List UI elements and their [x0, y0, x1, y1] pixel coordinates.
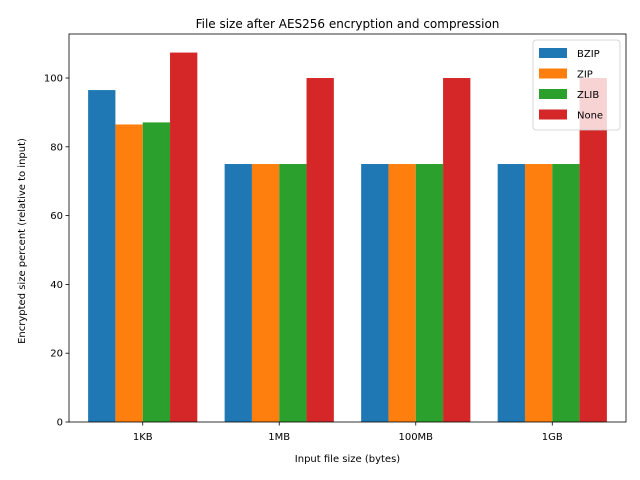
y-tick-label: 80 [50, 142, 63, 153]
axes-group: 0 20 40 60 80 100 1KB 1MB 100MB 1GB [44, 33, 627, 443]
x-axis-label: Input file size (bytes) [295, 454, 400, 465]
bar-none-1gb [579, 78, 607, 422]
bars-group [88, 52, 607, 423]
y-tick-label: 60 [50, 211, 63, 222]
bar-bzip-1gb [497, 164, 525, 422]
y-tick-label: 20 [50, 349, 63, 360]
legend-label-none: None [577, 111, 603, 122]
legend: BZIP ZIP ZLIB None [532, 39, 621, 131]
bar-bzip-100mb [361, 164, 389, 422]
y-tick-label: 40 [50, 280, 63, 291]
legend-swatch-none [539, 109, 567, 120]
bar-none-100mb [443, 78, 471, 422]
legend-box [532, 39, 621, 131]
bar-zlib-100mb [415, 164, 444, 422]
x-tick-label: 1GB [542, 432, 563, 443]
bar-zlib-1kb [142, 122, 171, 423]
chart-title: File size after AES256 encryption and co… [196, 17, 500, 31]
plot-frame [68, 33, 627, 423]
bar-zip-1kb [115, 124, 143, 422]
x-tick-label: 100MB [398, 432, 433, 443]
bar-zlib-1gb [552, 164, 580, 422]
bar-zip-100mb [388, 164, 416, 422]
legend-label-bzip: BZIP [577, 49, 600, 60]
bar-none-1kb [170, 52, 198, 423]
bar-zip-1mb [251, 164, 280, 422]
bar-zip-1gb [524, 164, 553, 422]
y-tick-label: 0 [57, 418, 63, 429]
bar-none-1mb [306, 78, 334, 422]
y-tick-label: 100 [44, 74, 63, 85]
y-axis-label: Encrypted size percent (relative to inpu… [17, 138, 28, 344]
bar-zlib-1mb [279, 164, 307, 422]
x-tick-label: 1MB [268, 432, 290, 443]
legend-swatch-bzip [539, 48, 567, 58]
legend-swatch-zip [539, 68, 567, 79]
legend-label-zip: ZIP [577, 70, 593, 81]
bar-bzip-1mb [224, 164, 252, 422]
legend-swatch-zlib [539, 89, 567, 99]
legend-label-zlib: ZLIB [577, 90, 599, 101]
bar-bzip-1kb [88, 90, 116, 422]
x-tick-label: 1KB [133, 432, 153, 443]
